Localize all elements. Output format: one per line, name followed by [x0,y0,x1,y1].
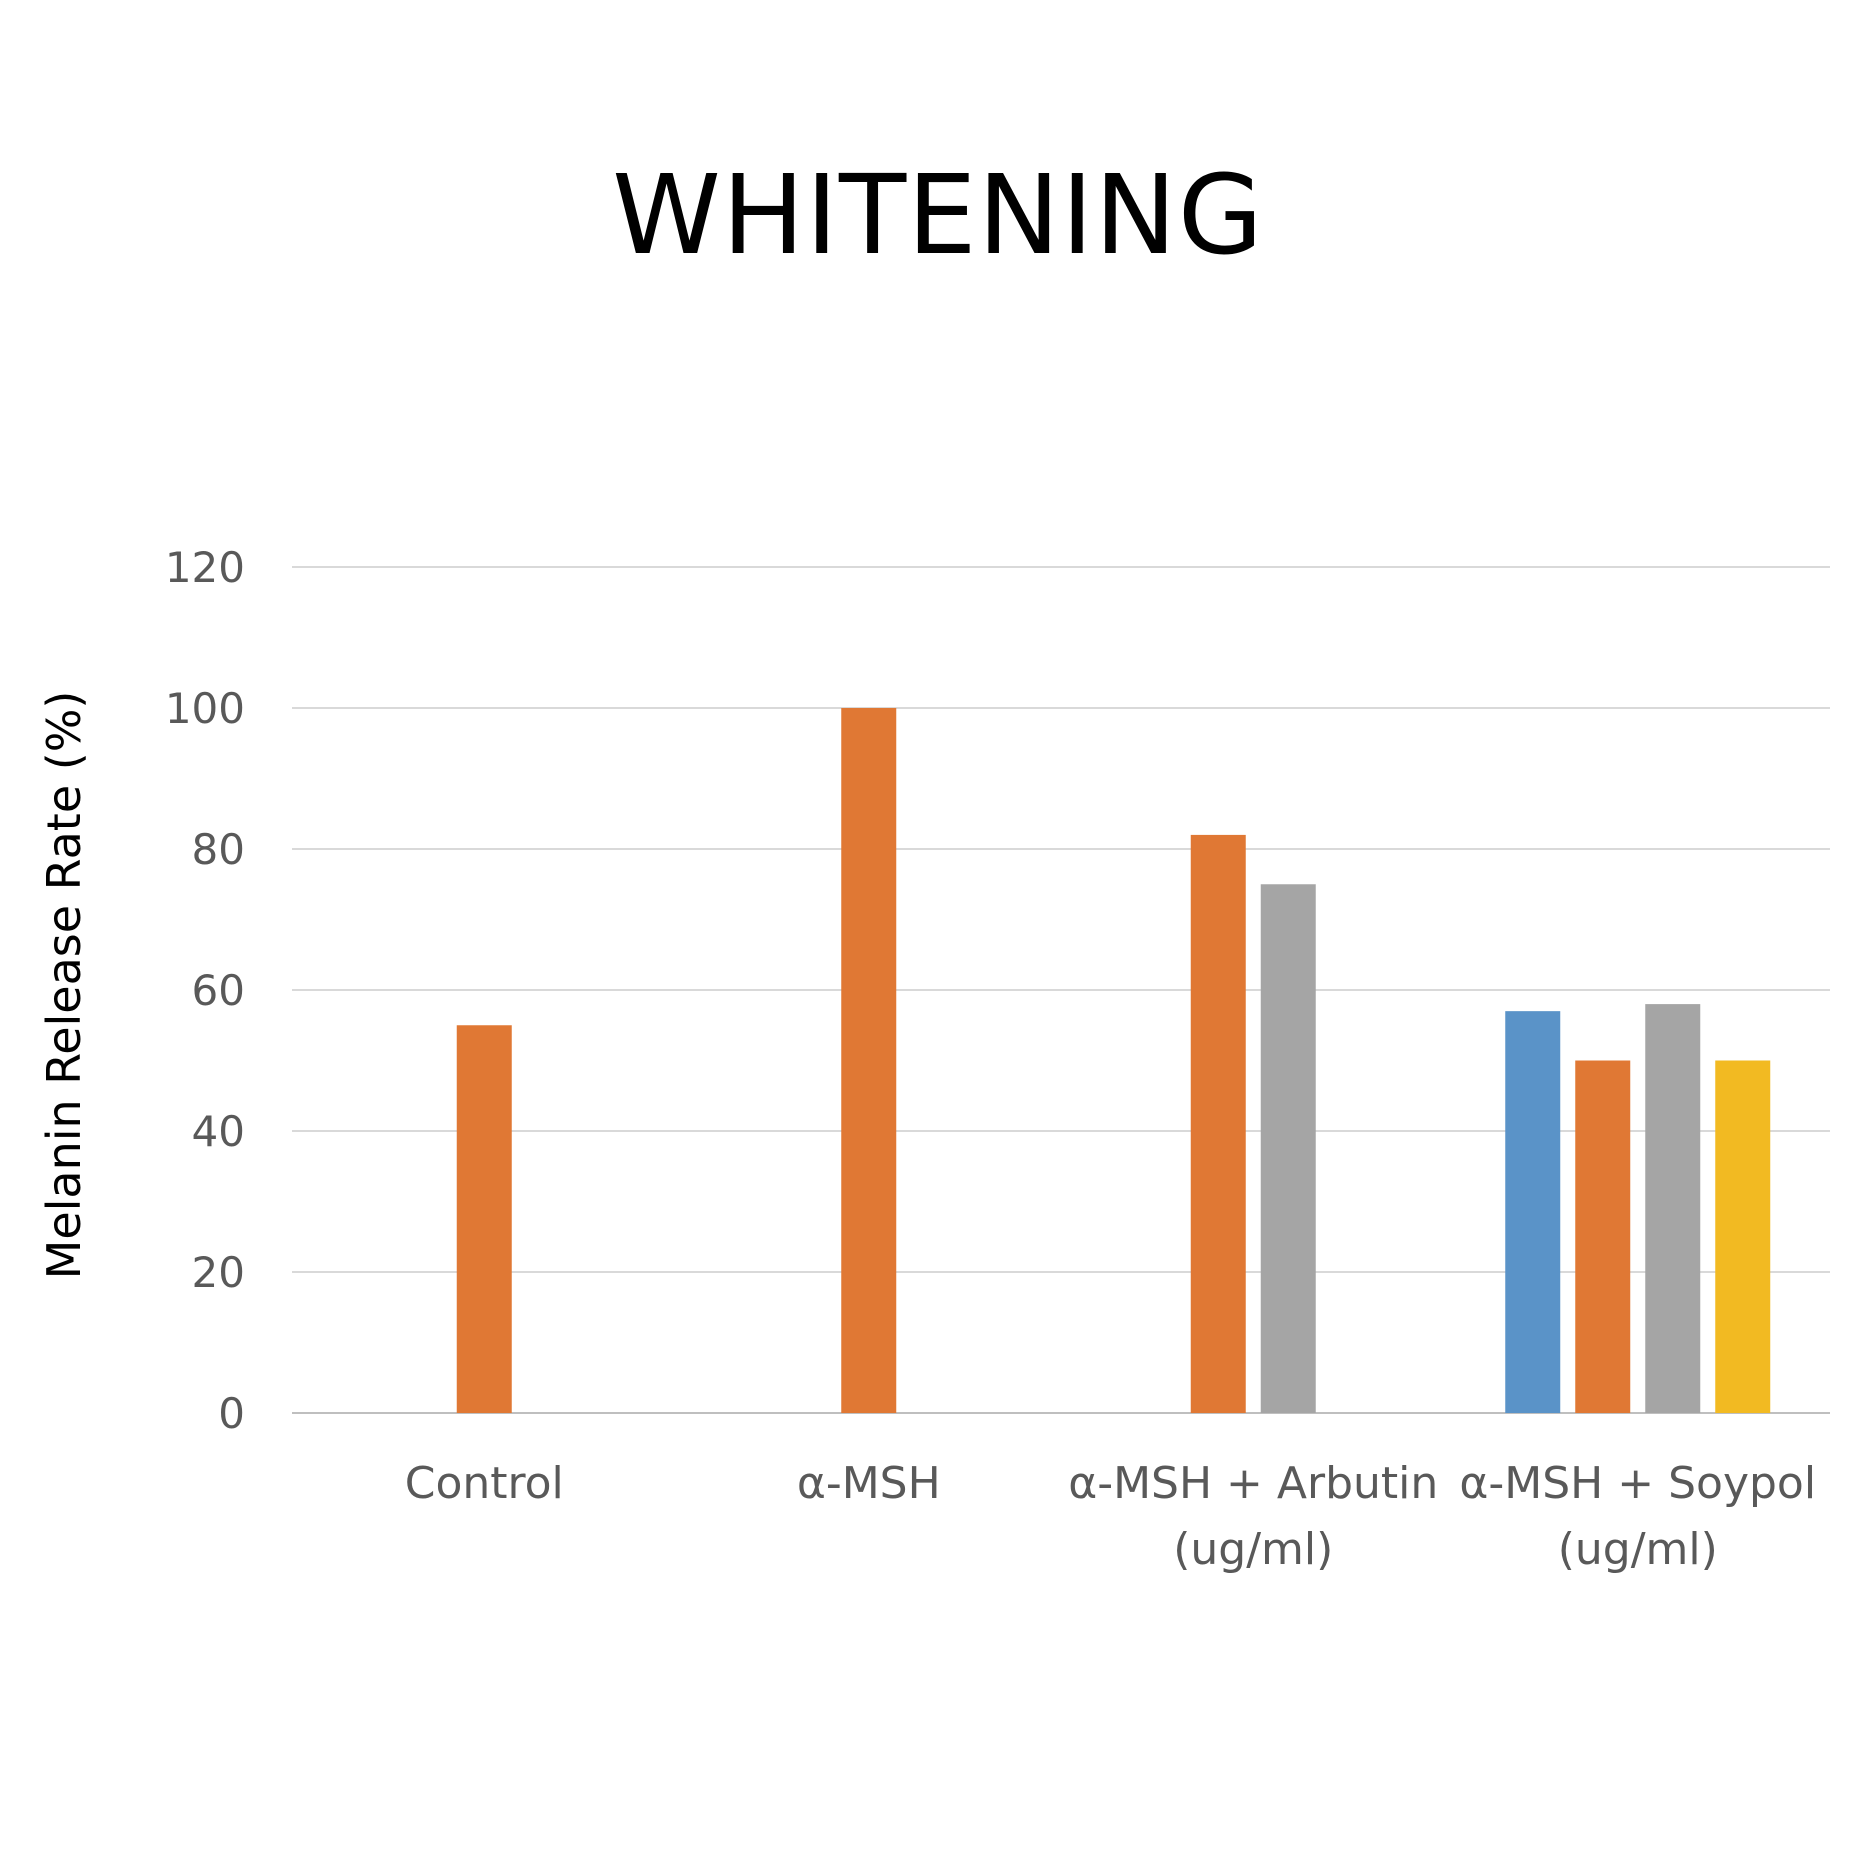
x-axis-categories: Control α-MSH α-MSH + Arbutin (ug/ml) α-MSH … [405,1458,1816,1575]
bar [1190,834,1246,1413]
bar [1715,1060,1771,1413]
category-label: Control [405,1458,564,1509]
bar [841,708,897,1413]
bars [456,708,1771,1413]
bar [1260,884,1316,1413]
bar [1645,1004,1701,1413]
y-tick-label: 20 [192,1248,245,1297]
y-tick-label: 60 [192,966,245,1015]
y-tick-label: 120 [165,543,245,592]
y-axis-ticks: 0 20 40 60 80 100 120 [165,543,245,1438]
y-tick-label: 40 [192,1107,245,1156]
y-axis-title: Melanin Release Rate (%) [37,691,91,1280]
gridlines [292,566,1830,1414]
chart-title: WHITENING [612,151,1264,279]
bar [456,1025,512,1413]
bar [1505,1011,1561,1413]
bar [1575,1060,1631,1413]
category-label: α-MSH + Arbutin [1068,1458,1438,1509]
category-label: (ug/ml) [1558,1524,1718,1575]
category-label: α-MSH + Soypol [1459,1458,1816,1509]
y-tick-label: 0 [218,1389,245,1438]
y-tick-label: 100 [165,684,245,733]
category-label: (ug/ml) [1173,1524,1333,1575]
category-label: α-MSH [797,1458,941,1509]
y-tick-label: 80 [192,825,245,874]
